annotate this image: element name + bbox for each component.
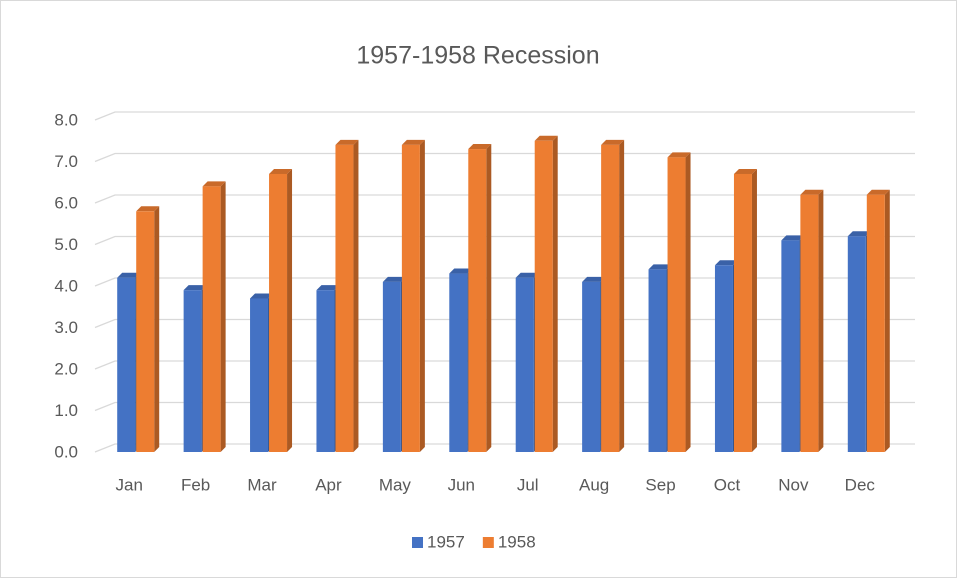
y-tick-label: 2.0: [54, 359, 78, 378]
x-tick-label: Dec: [845, 475, 876, 494]
bar: [733, 173, 752, 452]
grid-line: [94, 443, 915, 453]
bar-side: [552, 135, 558, 452]
bar: [335, 144, 354, 452]
x-tick-label: Oct: [714, 475, 741, 494]
x-tick-label: Jul: [517, 475, 539, 494]
bar: [534, 140, 553, 452]
y-tick-label: 0.0: [54, 442, 78, 461]
bar-side: [685, 152, 691, 452]
bar: [847, 236, 866, 452]
grid-line: [94, 401, 915, 412]
grid-line: [94, 152, 915, 163]
grid-line: [94, 111, 915, 121]
y-tick-label: 7.0: [54, 152, 78, 171]
bar-top: [316, 285, 340, 291]
bar-side: [818, 189, 824, 452]
bar-side: [486, 144, 492, 453]
bar-side: [154, 206, 160, 452]
bar: [714, 265, 733, 452]
x-tick-label: Mar: [247, 475, 277, 494]
bar-side: [419, 139, 425, 452]
bar: [468, 149, 487, 453]
bar-side: [619, 139, 625, 452]
bar: [316, 290, 335, 452]
bar-top: [136, 206, 160, 212]
bar: [202, 186, 221, 452]
bar-top: [667, 152, 691, 158]
bar: [269, 173, 288, 452]
bar-side: [751, 168, 757, 452]
bar-top: [800, 189, 824, 195]
bar-top: [401, 139, 425, 145]
bar-top: [866, 189, 890, 195]
grid-line: [94, 277, 915, 287]
bar-top: [648, 264, 672, 270]
bar-top: [781, 235, 805, 241]
bar-top: [250, 293, 274, 299]
bar-top: [601, 139, 625, 145]
bar-side: [220, 181, 226, 452]
x-tick-label: Feb: [181, 475, 210, 494]
bar-top: [714, 260, 738, 266]
bar: [401, 144, 420, 452]
y-tick-label: 8.0: [54, 110, 78, 129]
bar: [781, 240, 800, 452]
x-tick-label: Jun: [448, 475, 475, 494]
bar: [667, 157, 686, 452]
x-tick-label: Apr: [315, 475, 342, 494]
x-tick-label: Sep: [645, 475, 675, 494]
x-tick-label: Jan: [115, 475, 142, 494]
bar: [449, 273, 468, 452]
legend-swatch: [412, 537, 423, 548]
bar-top: [847, 231, 871, 237]
bar: [582, 281, 601, 452]
y-tick-label: 5.0: [54, 235, 78, 254]
y-tick-label: 1.0: [54, 401, 78, 420]
bar-top: [269, 168, 293, 174]
bar: [382, 281, 401, 452]
y-tick-label: 6.0: [54, 193, 78, 212]
bar-side: [287, 168, 293, 452]
bar: [800, 194, 819, 452]
bar-top: [733, 168, 757, 174]
bar: [648, 269, 667, 452]
bar-side: [884, 189, 890, 452]
bar: [250, 298, 269, 452]
legend-label: 1957: [427, 532, 465, 551]
y-tick-label: 4.0: [54, 276, 78, 295]
bar-top: [335, 139, 359, 145]
bar-top: [468, 144, 492, 150]
y-tick-label: 3.0: [54, 318, 78, 337]
bar-top: [117, 272, 141, 278]
bar-side: [353, 139, 359, 452]
x-tick-label: Nov: [778, 475, 809, 494]
bar-top: [582, 276, 606, 282]
grid-line: [94, 318, 915, 329]
bar-top: [515, 272, 539, 278]
x-tick-label: Aug: [579, 475, 609, 494]
bar-top: [534, 135, 558, 141]
grid-line: [94, 360, 915, 370]
grid-line: [94, 235, 915, 246]
bar: [136, 211, 155, 452]
bar-top: [449, 268, 473, 274]
bar: [515, 277, 534, 452]
bar: [117, 277, 136, 452]
bar: [866, 194, 885, 452]
grid-line: [94, 194, 915, 204]
bar-top: [382, 276, 406, 282]
legend-label: 1958: [498, 532, 536, 551]
bar-top: [202, 181, 226, 187]
legend-swatch: [482, 537, 494, 548]
x-tick-label: May: [379, 475, 412, 494]
bar: [183, 290, 202, 452]
bar: [601, 144, 620, 452]
bar-top: [183, 285, 207, 291]
chart-title: 1957-1958 Recession: [356, 42, 599, 70]
